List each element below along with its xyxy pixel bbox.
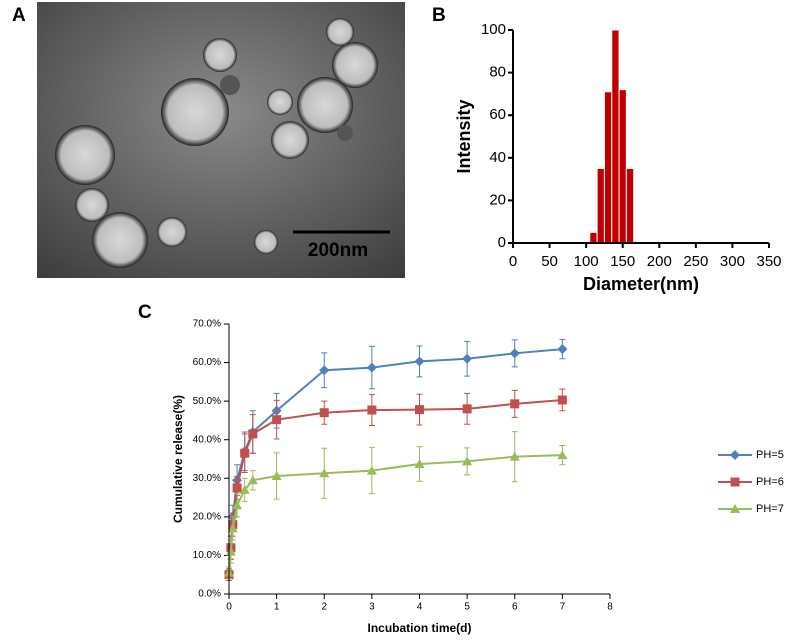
marker <box>414 459 425 469</box>
y-tick-label: 10.0% <box>193 550 221 561</box>
series-line <box>228 454 563 573</box>
y-tick-label: 60 <box>489 106 506 123</box>
x-axis-label: Diameter(nm) <box>583 274 699 294</box>
x-tick-label: 1 <box>274 602 280 613</box>
x-tick-label: 5 <box>464 602 470 613</box>
legend-label: PH=6 <box>756 476 784 488</box>
y-tick-label: 0 <box>498 234 506 251</box>
y-tick-label: 20.0% <box>193 511 221 522</box>
marker <box>730 477 740 487</box>
x-tick-label: 350 <box>756 253 781 270</box>
marker <box>366 465 377 475</box>
marker <box>415 405 424 415</box>
marker <box>271 470 282 480</box>
marker <box>247 475 258 485</box>
x-tick-label: 300 <box>720 253 745 270</box>
y-tick-label: 0.0% <box>198 589 221 600</box>
marker <box>227 523 238 533</box>
y-axis-label: Intensity <box>454 99 474 173</box>
y-axis-label: Cumulative release(%) <box>171 395 185 523</box>
marker <box>232 483 242 493</box>
marker <box>367 405 377 415</box>
panel-label: B <box>432 5 446 26</box>
y-tick-label: 60.0% <box>193 357 221 368</box>
marker <box>557 450 568 460</box>
y-tick-label: 40 <box>489 149 506 166</box>
marker <box>509 451 520 461</box>
x-tick-label: 50 <box>541 253 558 270</box>
x-tick-label: 0 <box>226 602 232 613</box>
marker <box>509 348 520 359</box>
legend-label: PH=5 <box>756 449 784 461</box>
marker <box>248 429 258 439</box>
x-tick-label: 2 <box>321 602 327 613</box>
bar <box>603 91 613 244</box>
tem-image: 200nm <box>37 2 405 278</box>
y-tick-label: 100 <box>481 21 506 38</box>
x-tick-label: 100 <box>574 253 599 270</box>
x-axis-label: Incubation time(d) <box>368 621 472 635</box>
marker <box>232 500 243 510</box>
marker <box>272 415 282 425</box>
x-tick-label: 4 <box>417 602 423 613</box>
x-tick-label: 3 <box>369 602 375 613</box>
x-tick-label: 7 <box>560 602 566 613</box>
y-tick-label: 80 <box>489 64 506 81</box>
scale-bar-label: 200nm <box>308 240 368 261</box>
marker <box>462 456 473 466</box>
marker <box>319 468 330 478</box>
legend-label: PH=7 <box>756 503 784 515</box>
y-tick-label: 70.0% <box>193 319 221 330</box>
panel-label: C <box>138 302 152 323</box>
marker <box>510 399 520 409</box>
marker <box>730 504 740 513</box>
x-tick-label: 6 <box>512 602 518 613</box>
x-tick-label: 8 <box>607 602 613 613</box>
y-tick-label: 40.0% <box>193 434 221 445</box>
series-line <box>228 398 563 575</box>
x-tick-label: 200 <box>647 253 672 270</box>
bar <box>596 167 605 244</box>
bar <box>589 231 598 244</box>
marker <box>239 484 250 494</box>
marker <box>319 408 329 418</box>
y-tick-label: 20 <box>489 191 506 208</box>
panel-label: A <box>12 5 26 26</box>
marker <box>366 362 377 373</box>
marker <box>730 450 740 460</box>
marker <box>462 353 473 364</box>
y-tick-label: 30.0% <box>193 473 221 484</box>
marker <box>557 395 567 405</box>
series-line <box>228 348 563 573</box>
marker <box>240 448 250 458</box>
y-tick-label: 50.0% <box>193 396 221 407</box>
x-tick-label: 150 <box>610 253 635 270</box>
marker <box>557 344 568 355</box>
marker <box>225 546 236 556</box>
x-tick-label: 250 <box>683 253 708 270</box>
bar <box>611 29 620 244</box>
marker <box>462 404 472 414</box>
marker <box>414 356 425 367</box>
bar <box>618 89 627 244</box>
bar <box>625 167 635 244</box>
marker <box>319 365 330 376</box>
x-tick-label: 0 <box>509 253 517 270</box>
